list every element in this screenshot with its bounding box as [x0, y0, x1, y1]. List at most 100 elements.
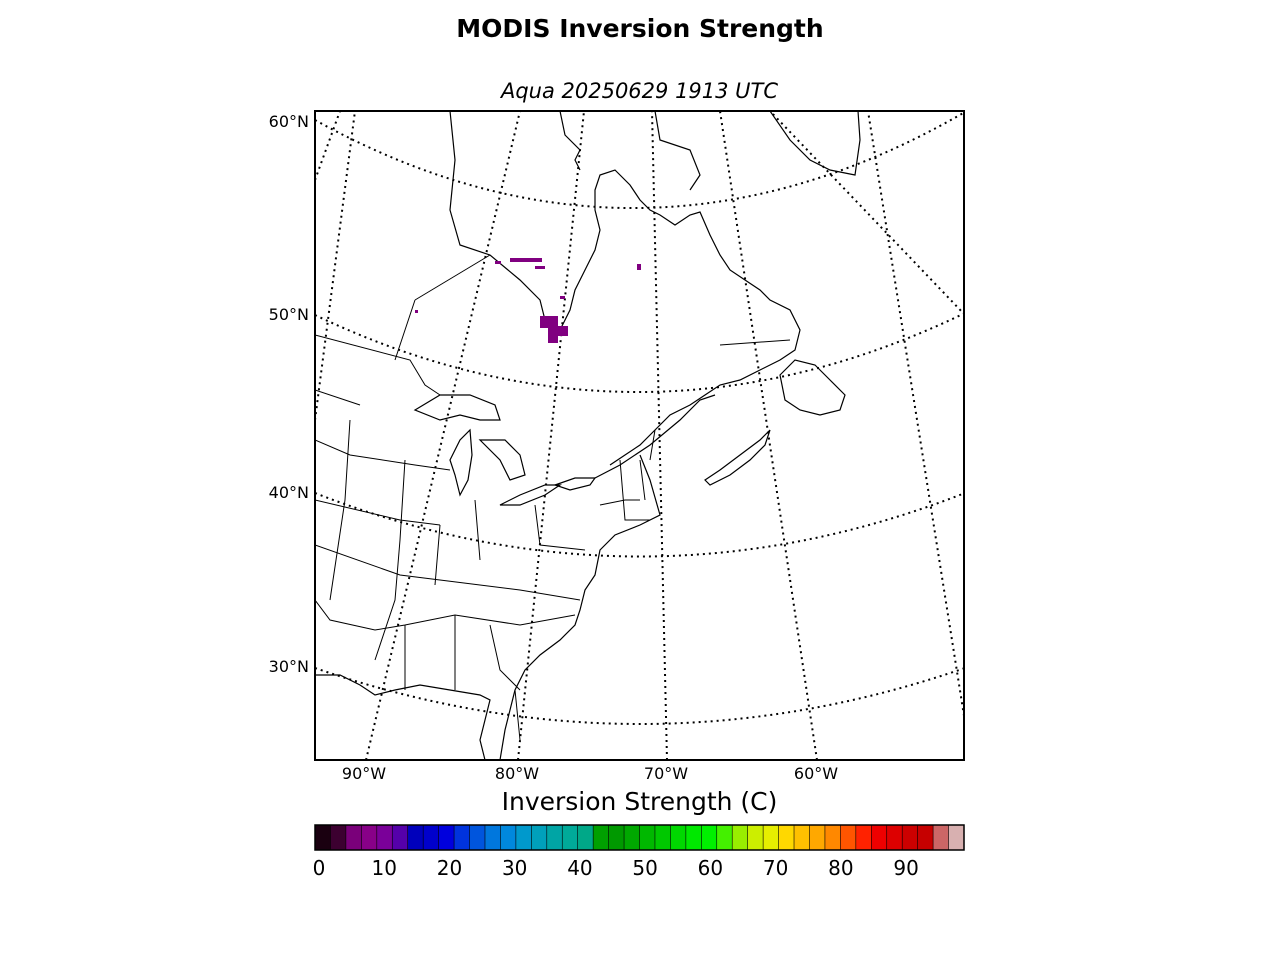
parallel-40n: [315, 492, 964, 558]
colorbar-segment: [933, 825, 950, 850]
colorbar-segment: [376, 825, 393, 850]
meridian-extra-1: [769, 111, 964, 316]
colorbar-tick-label: 80: [828, 856, 854, 880]
us-east-coast: [499, 454, 661, 760]
colorbar-segment: [593, 825, 610, 850]
colorbar-tick-label: 20: [436, 856, 463, 880]
lat-label-40n: 40°N: [268, 483, 309, 502]
colorbar-segment: [330, 825, 347, 850]
colorbar-segment: [407, 825, 424, 850]
colorbar-segment: [515, 825, 532, 850]
colorbar-tick-label: 50: [632, 856, 658, 880]
inversion-cluster-6: [535, 266, 545, 269]
colorbar-tick-label: 40: [567, 856, 593, 880]
colorbar-segment: [902, 825, 919, 850]
colorbar-segment: [763, 825, 780, 850]
colorbar-segment: [345, 825, 362, 850]
colorbar-segment: [701, 825, 718, 850]
map-area: [315, 111, 964, 760]
colorbar-tick-label: 70: [762, 856, 789, 880]
greenland-coast: [769, 111, 861, 176]
colorbar-segment: [824, 825, 841, 850]
meridian-80w: [517, 111, 585, 760]
colorbar-title: Inversion Strength (C): [501, 787, 778, 816]
colorbar-segment: [392, 825, 409, 850]
inversion-cluster-4: [510, 258, 542, 262]
colorbar-segment: [438, 825, 455, 850]
colorbar-segment: [577, 825, 594, 850]
inversion-cluster-7: [560, 296, 565, 299]
graticule: [315, 111, 964, 760]
lat-label-30n: 30°N: [268, 657, 309, 676]
colorbar-tick-label: 10: [371, 856, 397, 880]
colorbar-tick-label: 90: [893, 856, 919, 880]
colorbar-segment: [654, 825, 671, 850]
colorbar-segment: [732, 825, 749, 850]
lat-label-60n: 60°N: [268, 112, 309, 131]
newfoundland: [779, 359, 846, 416]
inversion-cluster-2: [548, 326, 568, 336]
colorbar-segment: [562, 825, 579, 850]
lake-huron: [478, 439, 526, 481]
political-borders: [315, 254, 791, 741]
colorbar-segment: [454, 825, 471, 850]
coastlines: [315, 111, 861, 760]
colorbar-tick-label: 30: [501, 856, 528, 880]
colorbar-segment: [716, 825, 733, 850]
colorbar-segment: [531, 825, 548, 850]
figure-subtitle: Aqua 20250629 1913 UTC: [500, 79, 779, 103]
baffin-coast: [654, 111, 701, 191]
parallel-60n: [315, 111, 964, 210]
lon-label-70w: 70°W: [643, 764, 689, 783]
colorbar-tick-label: 60: [697, 856, 724, 880]
colorbar-frame: [314, 824, 965, 851]
colorbar-segment: [670, 825, 687, 850]
colorbar-segment: [685, 825, 702, 850]
colorbar-segment: [546, 825, 563, 850]
nova-scotia: [704, 429, 771, 486]
lon-label-90w: 90°W: [341, 764, 387, 783]
colorbar-segment: [423, 825, 440, 850]
colorbar-segment: [747, 825, 764, 850]
map-frame: [314, 110, 965, 761]
figure-title: MODIS Inversion Strength: [456, 14, 824, 43]
lake-ontario: [553, 477, 597, 491]
colorbar-segment: [315, 825, 332, 850]
meridian-60w: [719, 111, 818, 760]
meridian-95w: [315, 111, 341, 181]
colorbar: [314, 825, 965, 850]
lat-label-50n: 50°N: [268, 305, 309, 324]
inversion-data: [415, 258, 641, 343]
gulf-coast: [315, 674, 491, 760]
colorbar-segment: [871, 825, 888, 850]
colorbar-segment: [469, 825, 486, 850]
ungava-coast: [559, 111, 581, 171]
inversion-cluster-8: [637, 264, 641, 270]
lake-erie: [499, 484, 562, 506]
colorbar-tick-label: 0: [312, 856, 326, 880]
colorbar-segment: [624, 825, 641, 850]
colorbar-segment: [778, 825, 795, 850]
colorbar-segment: [500, 825, 517, 850]
parallel-30n: [315, 667, 964, 725]
lon-label-60w: 60°W: [793, 764, 839, 783]
colorbar-segment: [608, 825, 625, 850]
meridian-50w: [867, 111, 964, 723]
meridian-70w: [651, 111, 668, 760]
colorbar-segment: [809, 825, 826, 850]
colorbar-segment: [886, 825, 903, 850]
colorbar-segment: [484, 825, 502, 850]
inversion-cluster-5: [495, 261, 501, 264]
inversion-cluster-1: [540, 316, 558, 328]
parallel-50n: [315, 312, 964, 393]
colorbar-segment: [855, 825, 872, 850]
lake-michigan: [449, 428, 473, 497]
colorbar-segment: [917, 825, 934, 850]
colorbar-segment: [948, 825, 965, 850]
inversion-cluster-3: [548, 336, 558, 343]
colorbar-segment: [840, 825, 857, 850]
meridian-100w: [315, 111, 356, 421]
colorbar-segment: [794, 825, 811, 850]
meridian-90w: [365, 111, 521, 760]
